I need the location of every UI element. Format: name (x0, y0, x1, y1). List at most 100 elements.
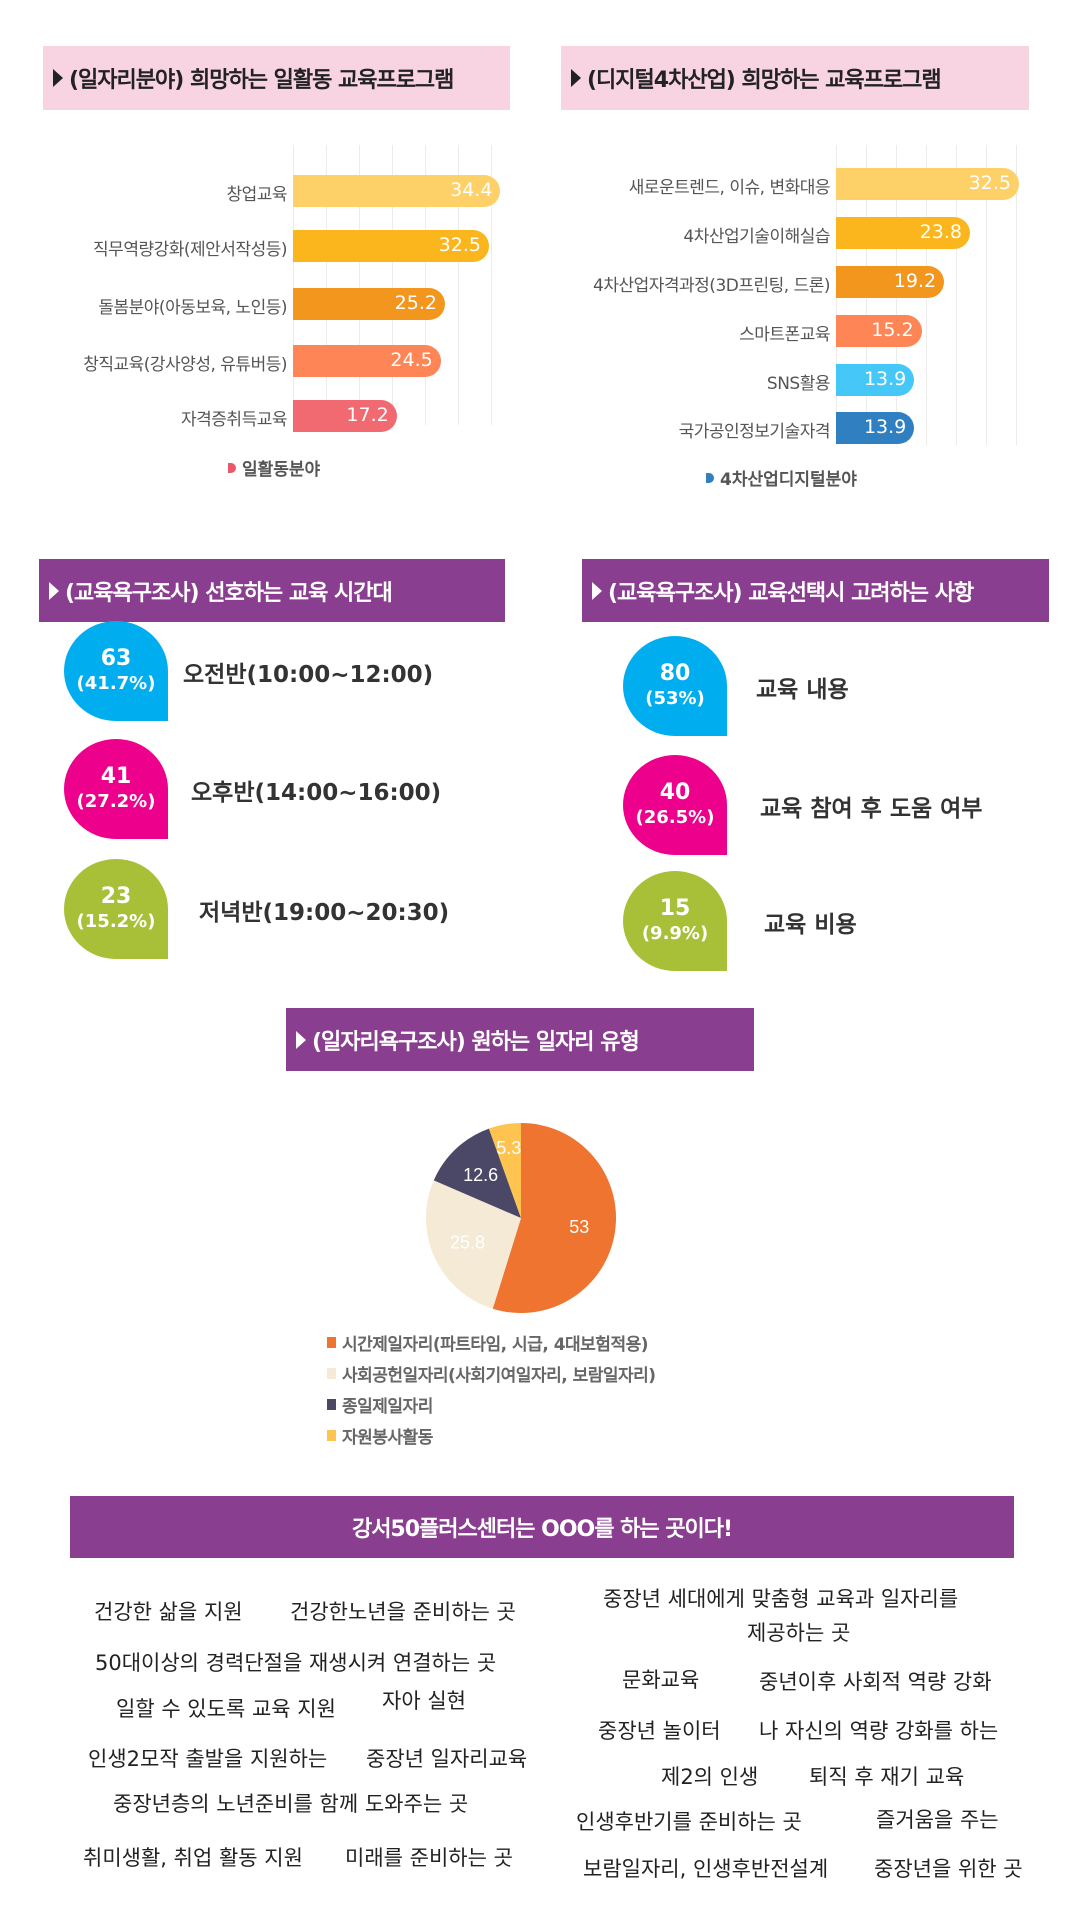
slogan-phrase: 건강한노년을 준비하는 곳 (290, 1600, 516, 1624)
selection-factor-title: (교육욕구조사) 교육선택시 고려하는 사항 (608, 580, 974, 606)
bar-value-label: 19.2 (893, 270, 937, 292)
count-bubble: 15 (9.9%) (623, 871, 727, 971)
percent-value: (15.2%) (76, 911, 156, 932)
pie-value-label: 53 (569, 1217, 589, 1237)
pie-legend-item: 시간제일자리(파트타임, 시급, 4대보험적용) (327, 1330, 649, 1355)
bar (836, 364, 915, 396)
bar-value-label: 32.5 (438, 234, 481, 256)
digital-program-legend: 4차산업디지털분야 (706, 465, 857, 490)
pie-slice (433, 1128, 521, 1218)
job-type-pie-chart: 53 25.8 12.6 5.3 (426, 1123, 616, 1313)
slogan-phrase: 중장년 세대에게 맞춤형 교육과 일자리를 (603, 1587, 959, 1611)
count-value: 23 (100, 884, 132, 909)
bar-label: 자격증취득교육 (181, 410, 287, 430)
legend-label: 종일제일자리 (342, 1397, 433, 1417)
digital-program-title: (디지털4차산업) 희망하는 교육프로그램 (587, 68, 942, 93)
slogan-phrase: 미래를 준비하는 곳 (345, 1846, 513, 1870)
bar-value-label: 15.2 (871, 319, 914, 341)
count-bubble: 40 (26.5%) (623, 755, 727, 855)
count-bubble: 80 (53%) (623, 636, 727, 736)
bar (293, 400, 397, 432)
bar-label: 돌봄분야(아동보육, 노인등) (98, 298, 287, 318)
gridline (425, 145, 426, 425)
bar (836, 168, 1019, 200)
triangle-icon (296, 1030, 306, 1049)
pie-value-label: 12.6 (463, 1165, 498, 1185)
count-value: 41 (100, 764, 132, 789)
bar-label: 4차산업자격과정(3D프린팅, 드론) (593, 276, 830, 296)
option-label: 저녁반(19:00~20:30) (199, 900, 450, 926)
slogan-phrase: 인생후반기를 준비하는 곳 (576, 1810, 802, 1834)
count-bubble: 41 (27.2%) (64, 739, 168, 839)
percent-value: (53%) (645, 688, 705, 709)
bar (293, 345, 441, 377)
gridline (986, 145, 987, 445)
slogan-phrase: 퇴직 후 재기 교육 (809, 1765, 965, 1789)
legend-label: 시간제일자리(파트타임, 시급, 4대보험적용) (342, 1335, 649, 1355)
legend-marker-icon (327, 1430, 336, 1441)
bar-label: 스마트폰교육 (739, 325, 830, 345)
bar-label: 국가공인정보기술자격 (678, 422, 831, 442)
digital-program-bar-chart: 새로운트렌드, 이슈, 변화대응 32.5 4차산업기술이해실습 23.8 4차산업자격… (540, 145, 1080, 445)
legend-marker-icon (327, 1399, 336, 1410)
count-bubble: 23 (15.2%) (64, 859, 168, 959)
bar-value-label: 23.8 (919, 221, 962, 243)
bar (293, 288, 445, 320)
bar-label: 창직교육(강사양성, 유튜버등) (83, 355, 287, 375)
gridline (293, 145, 294, 425)
bar-value-label: 17.2 (346, 404, 389, 426)
bar-label: 직무역량강화(제안서작성등) (93, 240, 287, 260)
legend-marker-icon (228, 462, 236, 473)
legend-label: 자원봉사활동 (342, 1428, 433, 1448)
slogan-banner: 강서50플러스센터는 OOO를 하는 곳이다! (70, 1496, 1014, 1558)
triangle-icon (592, 581, 602, 600)
slogan-phrase: 나 자신의 역량 강화를 하는 (759, 1719, 999, 1743)
job-program-header: (일자리분야) 희망하는 일활동 교육프로그램 (43, 46, 510, 110)
selection-factor-header: (교육욕구조사) 교육선택시 고려하는 사항 (582, 559, 1049, 622)
slogan-phrase: 자아 실현 (382, 1689, 466, 1713)
pie-value-label: 25.8 (450, 1233, 485, 1253)
bar-label: 창업교육 (226, 185, 287, 205)
time-pref-title: (교육욕구조사) 선호하는 교육 시간대 (65, 580, 393, 606)
slogan-phrase: 제공하는 곳 (747, 1621, 851, 1645)
gridline (326, 145, 327, 425)
legend-marker-icon (327, 1368, 336, 1379)
count-bubble: 63 (41.7%) (64, 621, 168, 721)
pie-legend-item: 자원봉사활동 (327, 1423, 433, 1448)
slogan-phrase: 취미생활, 취업 활동 지원 (83, 1846, 303, 1870)
percent-value: (41.7%) (76, 673, 156, 694)
bar (836, 412, 915, 444)
gridline (392, 145, 393, 425)
triangle-icon (49, 581, 59, 600)
pie-value-label: 5.3 (496, 1138, 521, 1158)
count-value: 63 (100, 646, 132, 671)
bar (293, 175, 501, 207)
slogan-phrase: 중년이후 사회적 역량 강화 (759, 1670, 992, 1694)
slogan-phrase: 즐거움을 주는 (876, 1808, 999, 1832)
bar (836, 315, 922, 347)
pie-legend-item: 종일제일자리 (327, 1392, 433, 1417)
triangle-icon (53, 69, 63, 87)
gridline (1016, 145, 1017, 445)
job-program-legend: 일활동분야 (228, 455, 320, 480)
pie-slice (426, 1180, 521, 1309)
option-label: 교육 참여 후 도움 여부 (760, 796, 983, 822)
bar (293, 230, 489, 262)
legend-label: 일활동분야 (242, 460, 321, 480)
gridline (359, 145, 360, 425)
bar-value-label: 24.5 (390, 349, 433, 371)
bar-label: 4차산업기술이해실습 (683, 227, 830, 247)
pie-slice (492, 1123, 616, 1313)
option-label: 교육 내용 (756, 677, 849, 703)
percent-value: (26.5%) (635, 807, 715, 828)
option-label: 오후반(14:00~16:00) (191, 780, 442, 806)
digital-program-header: (디지털4차산업) 희망하는 교육프로그램 (561, 46, 1029, 110)
bar-label: SNS활용 (766, 374, 831, 394)
slogan-phrase: 50대이상의 경력단절을 재생시켜 연결하는 곳 (95, 1651, 497, 1675)
pie-slice (488, 1123, 521, 1218)
slogan-phrase: 문화교육 (622, 1668, 700, 1692)
pie-legend-item: 사회공헌일자리(사회기여일자리, 보람일자리) (327, 1361, 656, 1386)
slogan-phrase: 보람일자리, 인생후반전설계 (583, 1857, 829, 1881)
slogan-phrase: 제2의 인생 (661, 1765, 759, 1789)
count-value: 40 (659, 780, 691, 805)
